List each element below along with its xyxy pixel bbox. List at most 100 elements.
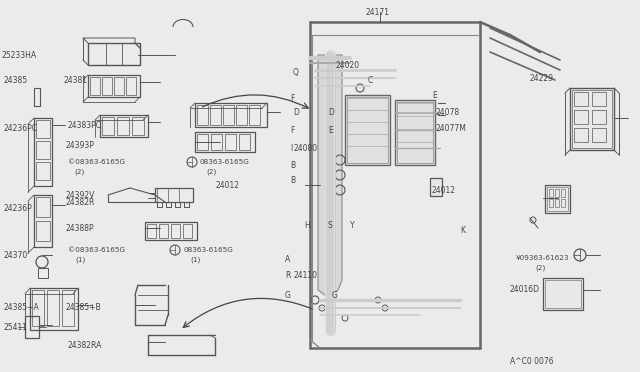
Bar <box>543 278 583 310</box>
Text: A: A <box>285 256 291 264</box>
Text: G: G <box>332 291 338 299</box>
Bar <box>574 110 588 124</box>
Bar <box>592 110 606 124</box>
Text: (2): (2) <box>206 169 216 175</box>
Text: 24236P: 24236P <box>3 203 32 212</box>
Bar <box>555 189 559 197</box>
Text: 24382RA: 24382RA <box>68 340 102 350</box>
Text: (2): (2) <box>74 169 84 175</box>
Bar <box>88 43 140 65</box>
Bar <box>197 134 208 150</box>
Bar <box>570 88 614 150</box>
Bar <box>555 199 559 207</box>
Text: 25233HA: 25233HA <box>2 51 37 60</box>
Text: 24385+B: 24385+B <box>65 304 100 312</box>
Text: 24110: 24110 <box>293 270 317 279</box>
Text: (1): (1) <box>190 257 200 263</box>
Text: 24078: 24078 <box>435 108 459 116</box>
Bar <box>171 224 180 238</box>
PathPatch shape <box>318 55 342 295</box>
Bar <box>549 189 553 197</box>
Text: 24382R: 24382R <box>65 198 94 206</box>
Text: C: C <box>368 76 373 84</box>
Bar <box>574 128 588 142</box>
Bar <box>34 118 52 186</box>
Bar <box>155 188 193 202</box>
Text: H: H <box>304 221 310 230</box>
Text: ©08363-6165G: ©08363-6165G <box>68 159 125 165</box>
Text: 08363-6165G: 08363-6165G <box>200 159 250 165</box>
Bar <box>36 141 50 159</box>
Bar <box>90 77 100 95</box>
Text: 24171: 24171 <box>365 7 389 16</box>
Text: B: B <box>290 160 295 170</box>
Bar <box>145 222 197 240</box>
Text: 08363-6165G: 08363-6165G <box>183 247 233 253</box>
Text: 24388P: 24388P <box>65 224 93 232</box>
Bar <box>126 77 136 95</box>
Text: 24229: 24229 <box>530 74 554 83</box>
Bar <box>430 178 442 196</box>
Text: E: E <box>432 90 436 99</box>
Bar <box>197 105 208 125</box>
Text: G: G <box>285 291 291 299</box>
Text: 24385: 24385 <box>3 76 27 84</box>
Bar <box>25 316 39 338</box>
Text: ¥09363-61623: ¥09363-61623 <box>516 255 570 261</box>
Bar <box>117 117 129 135</box>
Bar <box>132 117 144 135</box>
Bar <box>249 105 260 125</box>
Bar <box>47 290 59 326</box>
Text: A^C0 0076: A^C0 0076 <box>510 357 554 366</box>
Bar <box>592 128 606 142</box>
Bar <box>236 105 247 125</box>
Bar <box>545 280 581 308</box>
Text: 24383PC: 24383PC <box>68 121 102 129</box>
Text: E: E <box>328 125 333 135</box>
Text: 24012: 24012 <box>215 180 239 189</box>
Text: 24370: 24370 <box>3 250 28 260</box>
Text: 24080: 24080 <box>293 144 317 153</box>
Bar <box>36 221 50 241</box>
Bar <box>88 75 140 97</box>
Text: Q: Q <box>293 67 299 77</box>
Text: 24020: 24020 <box>335 61 359 70</box>
Text: 24381: 24381 <box>63 76 87 84</box>
Bar <box>239 134 250 150</box>
Bar <box>195 132 255 152</box>
Bar <box>36 162 50 180</box>
Bar <box>34 88 40 106</box>
Bar <box>395 100 435 165</box>
Bar <box>183 224 192 238</box>
Text: F: F <box>290 93 294 103</box>
Text: F: F <box>290 125 294 135</box>
Text: B: B <box>290 176 295 185</box>
Text: K: K <box>460 225 465 234</box>
Bar <box>397 102 433 163</box>
Bar <box>345 95 390 165</box>
Text: 24012: 24012 <box>432 186 456 195</box>
Text: 24077M: 24077M <box>435 124 466 132</box>
Text: (2): (2) <box>535 265 545 271</box>
Text: 24016D: 24016D <box>510 285 540 295</box>
Bar <box>225 134 236 150</box>
Bar <box>38 268 48 278</box>
Text: ©08363-6165G: ©08363-6165G <box>68 247 125 253</box>
Text: D: D <box>293 108 299 116</box>
Bar <box>574 92 588 106</box>
Text: 25411: 25411 <box>3 324 27 333</box>
Text: 24385+A: 24385+A <box>3 304 39 312</box>
Bar <box>561 189 565 197</box>
Text: 24236PC: 24236PC <box>3 124 37 132</box>
Bar <box>592 92 606 106</box>
Text: R: R <box>285 270 291 279</box>
Bar <box>34 195 52 247</box>
Bar <box>549 199 553 207</box>
Bar <box>102 117 114 135</box>
Bar <box>159 224 168 238</box>
Text: (1): (1) <box>75 257 85 263</box>
Text: I: I <box>290 144 292 153</box>
Bar <box>561 199 565 207</box>
Bar <box>211 134 222 150</box>
Text: D: D <box>328 108 334 116</box>
